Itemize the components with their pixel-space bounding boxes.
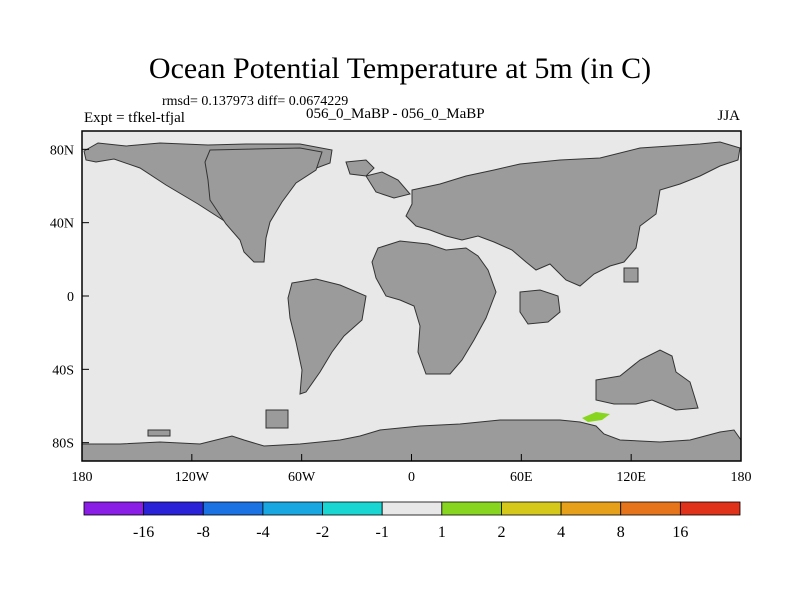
lon-tick-label: 180 <box>731 470 752 485</box>
land-south-america <box>287 278 367 395</box>
colorbar-label: -2 <box>316 524 329 541</box>
land-antarctica <box>81 419 742 462</box>
longitude-axis: 180 120W 60W 0 60E 120E 180 <box>72 454 752 485</box>
lon-tick-label: 60W <box>288 470 316 485</box>
season-label: JJA <box>717 108 740 124</box>
land-eurasia <box>405 141 741 287</box>
lon-tick-label: 60E <box>510 470 533 485</box>
experiment-label: Expt = tfkel-tfjal <box>84 110 185 126</box>
land-small-south-island-2 <box>265 409 289 429</box>
map-area <box>81 130 742 462</box>
latitude-axis: 80N 40N 0 40S 80S <box>50 143 89 452</box>
colorbar-swatch <box>560 501 622 516</box>
colorbar-swatch <box>501 501 562 516</box>
land-north-america <box>204 147 323 263</box>
colorbar-label: 8 <box>617 524 625 541</box>
colorbar-swatch <box>202 501 264 516</box>
colorbar-label: 1 <box>438 524 446 541</box>
land-small-south-island <box>147 429 171 437</box>
colorbar: -16 -8 -4 -2 -1 1 2 4 8 16 <box>83 501 741 541</box>
colorbar-label: -8 <box>197 524 210 541</box>
stats-label: rmsd= 0.137973 diff= 0.0674229 <box>162 94 349 109</box>
colorbar-swatch <box>262 501 323 516</box>
lat-tick-label: 40N <box>50 217 74 232</box>
colorbar-swatch <box>143 501 204 516</box>
colorbar-label: -1 <box>376 524 389 541</box>
land-africa <box>371 240 497 375</box>
land-australia <box>595 349 699 411</box>
anomaly-patch <box>582 412 610 422</box>
land-arctic-islands <box>345 159 375 177</box>
lat-tick-label: 40S <box>52 363 74 378</box>
map-title: Ocean Potential Temperature at 5m (in C) <box>148 52 652 85</box>
colorbar-swatch <box>441 501 502 516</box>
colorbar-swatch <box>679 501 741 516</box>
lon-tick-label: 120E <box>616 470 646 485</box>
colorbar-swatch <box>620 501 681 516</box>
lat-tick-label: 0 <box>67 290 74 305</box>
colorbar-swatch <box>83 501 145 516</box>
land-scandinavia <box>365 171 411 199</box>
lat-tick-label: 80S <box>52 437 74 452</box>
lon-tick-label: 0 <box>408 470 415 485</box>
colorbar-swatch <box>322 501 383 516</box>
lon-tick-label: 180 <box>72 470 93 485</box>
land-layer <box>81 141 742 462</box>
land-sea-islands <box>519 289 561 325</box>
colorbar-label: -4 <box>256 524 269 541</box>
land-small-island <box>623 267 639 283</box>
case-label: 056_0_MaBP - 056_0_MaBP <box>306 106 485 122</box>
colorbar-label: -16 <box>133 524 154 541</box>
colorbar-label: 16 <box>672 524 688 541</box>
colorbar-label: 2 <box>497 524 505 541</box>
colorbar-label: 4 <box>557 524 565 541</box>
lat-tick-label: 80N <box>50 143 74 158</box>
lon-tick-label: 120W <box>175 470 210 485</box>
colorbar-swatch <box>381 501 443 516</box>
